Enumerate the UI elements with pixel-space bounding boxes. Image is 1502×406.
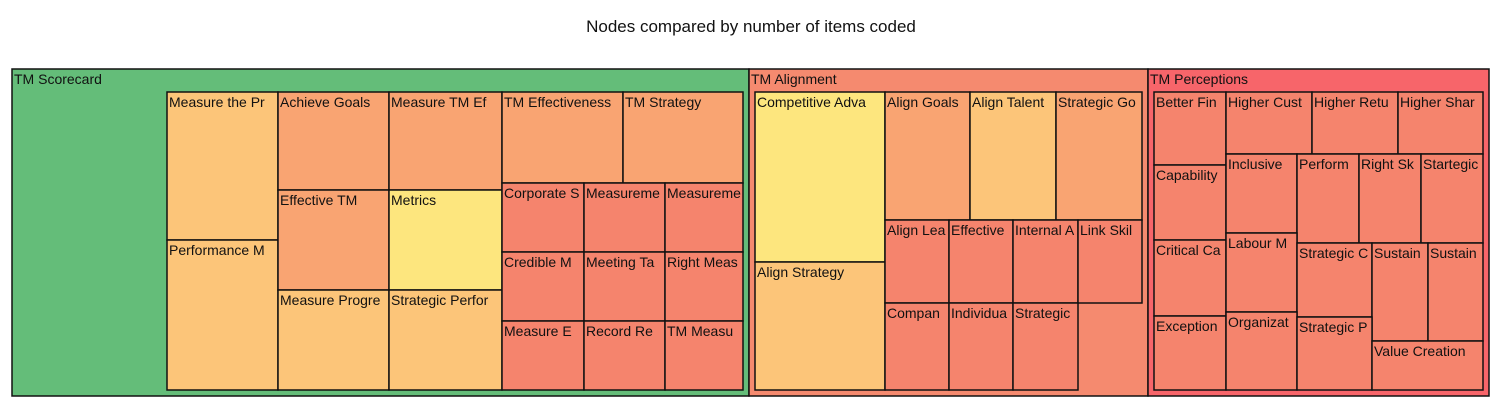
tile-sustain — [1427, 242, 1484, 342]
tile-right-meas — [664, 251, 744, 322]
tile-label-value-creation: Value Creation — [1374, 343, 1466, 359]
tile-label-achieve-goals: Achieve Goals — [280, 94, 370, 110]
tile-label-strategic-c: Strategic C — [1299, 245, 1368, 261]
tile-label-individua: Individua — [951, 305, 1007, 321]
tile-label-startegic: Startegic — [1423, 156, 1478, 172]
tile-individua — [948, 302, 1014, 391]
tile-label-measure-tm-ef: Measure TM Ef — [391, 94, 487, 110]
tile-label-organizat: Organizat — [1228, 314, 1289, 330]
tile-strategic-p — [1296, 316, 1373, 391]
tile-value-creation — [1371, 340, 1484, 391]
tile-label-sustain: Sustain — [1374, 245, 1421, 261]
tile-label-credible-m: Credible M — [504, 254, 572, 270]
tile-label-inclusive: Inclusive — [1228, 156, 1283, 172]
tile-compan — [884, 302, 950, 391]
tile-label-strategic-p: Strategic P — [1299, 319, 1367, 335]
tile-label-perform: Perform — [1299, 156, 1349, 172]
tile-label-align-strategy: Align Strategy — [757, 264, 844, 280]
tile-credible-m — [501, 251, 585, 322]
tile-label-measureme: Measureme — [586, 185, 660, 201]
tile-tm-measu — [664, 320, 744, 391]
tile-label-sustain: Sustain — [1430, 245, 1477, 261]
tile-measure-the-pr — [166, 91, 279, 241]
tile-align-talent — [969, 91, 1057, 221]
tile-label-effective: Effective — [951, 222, 1005, 238]
tile-strategic-c — [1296, 242, 1373, 318]
tile-label-tm-effectiveness: TM Effectiveness — [504, 94, 611, 110]
tile-inclusive — [1225, 153, 1298, 234]
tile-label-labour-m: Labour M — [1228, 235, 1287, 251]
tile-label-internal-a: Internal A — [1015, 222, 1075, 238]
tile-label-performance-m: Performance M — [169, 242, 265, 258]
tile-align-strategy — [754, 261, 886, 391]
tile-label-strategic-go: Strategic Go — [1058, 94, 1136, 110]
tile-label-link-skil: Link Skil — [1080, 222, 1132, 238]
tile-exception — [1153, 315, 1227, 391]
tile-label-higher-retu: Higher Retu — [1314, 94, 1389, 110]
tile-label-higher-cust: Higher Cust — [1228, 94, 1302, 110]
tile-align-goals — [884, 91, 971, 221]
tile-label-exception: Exception — [1156, 318, 1217, 334]
tile-label-competitive-adva: Competitive Adva — [757, 94, 866, 110]
tile-label-right-meas: Right Meas — [667, 254, 738, 270]
tile-internal-a — [1012, 219, 1079, 304]
tile-strategic-go — [1055, 91, 1143, 221]
tile-perform — [1296, 153, 1360, 244]
tile-label-measure-e: Measure E — [504, 323, 572, 339]
tile-better-fin — [1153, 91, 1227, 166]
tile-labour-m — [1225, 232, 1298, 313]
tile-link-skil — [1077, 219, 1143, 304]
group-label-tm-alignment: TM Alignment — [751, 71, 837, 87]
tile-label-measure-the-pr: Measure the Pr — [169, 94, 265, 110]
tile-critical-ca — [1153, 239, 1227, 317]
tile-metrics — [388, 189, 503, 291]
tile-organizat — [1225, 311, 1298, 391]
tile-measureme — [664, 182, 744, 253]
tile-label-right-sk: Right Sk — [1361, 156, 1415, 172]
tile-label-align-goals: Align Goals — [887, 94, 959, 110]
tile-label-compan: Compan — [887, 305, 940, 321]
group-label-tm-scorecard: TM Scorecard — [14, 71, 102, 87]
tile-label-capability: Capability — [1156, 167, 1217, 183]
tile-label-strategic: Strategic — [1015, 305, 1070, 321]
tile-label-better-fin: Better Fin — [1156, 94, 1217, 110]
chart-title: Nodes compared by number of items coded — [586, 17, 916, 36]
tile-label-measureme: Measureme — [667, 185, 741, 201]
tile-measureme — [583, 182, 666, 253]
tile-label-tm-strategy: TM Strategy — [625, 94, 701, 110]
tile-label-higher-shar: Higher Shar — [1400, 94, 1475, 110]
tile-capability — [1153, 164, 1227, 241]
tile-meeting-ta — [583, 251, 666, 322]
tile-label-critical-ca: Critical Ca — [1156, 242, 1221, 258]
tile-label-effective-tm: Effective TM — [280, 192, 357, 208]
tile-strategic — [1012, 302, 1079, 391]
group-label-tm-perceptions: TM Perceptions — [1150, 71, 1248, 87]
tile-competitive-adva — [754, 91, 886, 263]
tile-label-record-re: Record Re — [586, 323, 653, 339]
tile-startegic — [1420, 153, 1484, 244]
tile-measure-progre — [277, 289, 390, 391]
tile-label-strategic-perfor: Strategic Perfor — [391, 292, 489, 308]
tile-higher-cust — [1225, 91, 1313, 155]
tile-higher-shar — [1397, 91, 1484, 155]
tile-label-align-lea: Align Lea — [887, 222, 946, 238]
tile-label-meeting-ta: Meeting Ta — [586, 254, 654, 270]
tile-tm-strategy — [622, 91, 744, 184]
tile-label-align-talent: Align Talent — [972, 94, 1044, 110]
tile-strategic-perfor — [388, 289, 503, 391]
tile-label-tm-measu: TM Measu — [667, 323, 733, 339]
tile-label-metrics: Metrics — [391, 192, 436, 208]
tile-performance-m — [166, 239, 279, 391]
tile-label-measure-progre: Measure Progre — [280, 292, 381, 308]
tile-label-corporate-s: Corporate S — [504, 185, 579, 201]
tile-tm-effectiveness — [501, 91, 624, 184]
